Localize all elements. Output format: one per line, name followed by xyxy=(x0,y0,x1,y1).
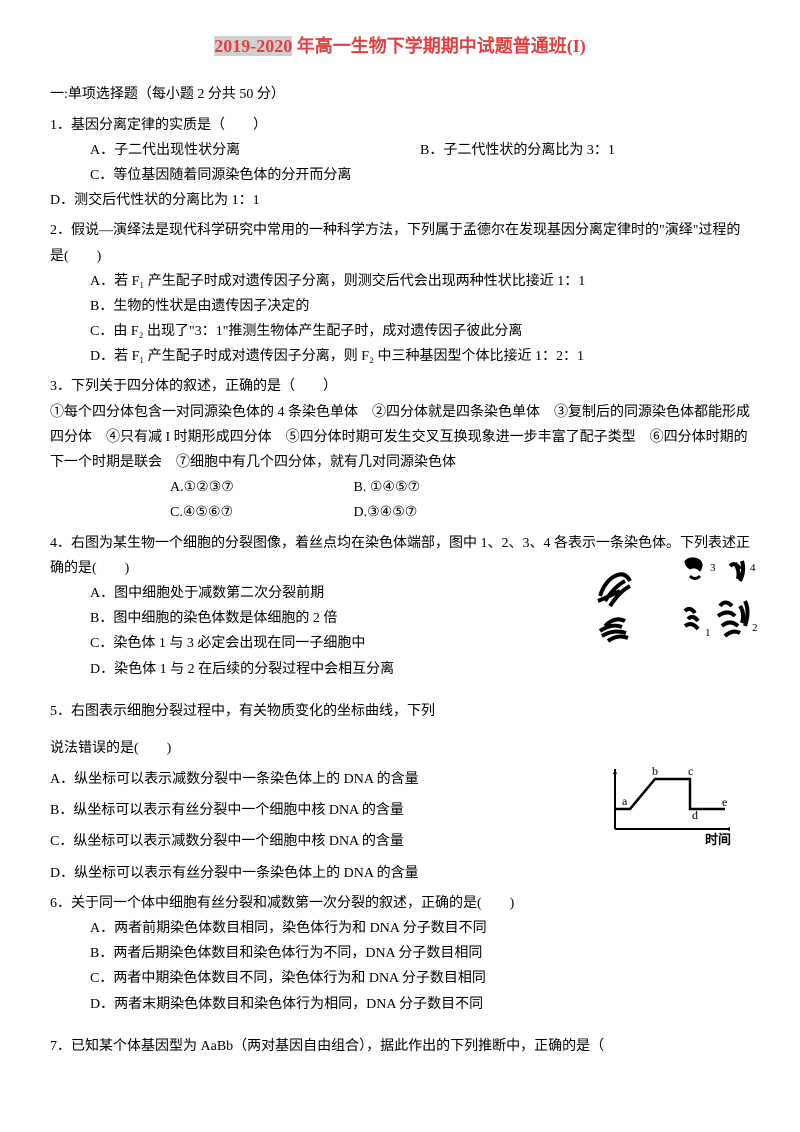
q7-stem: 7．已知某个体基因型为 AaBb（两对基因自由组合），据此作出的下列推断中，正确… xyxy=(50,1034,750,1059)
title-rest: 年高一生物下学期期中试题普通班(I) xyxy=(292,36,586,56)
q3-options: A.①②③⑦ B. ①④⑤⑦ C.④⑤⑥⑦ D.③④⑤⑦ xyxy=(50,475,750,525)
q5-opt-d: D．纵坐标可以表示有丝分裂中一条染色体上的 DNA 的含量 xyxy=(50,861,750,886)
question-7: 7．已知某个体基因型为 AaBb（两对基因自由组合），据此作出的下列推断中，正确… xyxy=(50,1034,750,1059)
q1-opt-b: B．子二代性状的分离比为 3：1 xyxy=(420,138,750,163)
q5-point-a: a xyxy=(622,794,628,808)
q6-options: A．两者前期染色体数目相同，染色体行为和 DNA 分子数目不同 B．两者后期染色… xyxy=(50,916,750,1017)
q4-label-3: 3 xyxy=(710,562,716,574)
q2-opt-b: B．生物的性状是由遗传因子决定的 xyxy=(90,294,750,319)
q2-opt-c: C．由 F₂ 出现了"3：1"推测生物体产生配子时，成对遗传因子彼此分离 xyxy=(90,319,750,344)
q1-opt-d: D．测交后代性状的分离比为 1：1 xyxy=(50,188,750,213)
q5-point-c: c xyxy=(688,764,693,778)
question-3: 3．下列关于四分体的叙述，正确的是（ ） ①每个四分体包含一对同源染色体的 4 … xyxy=(50,374,750,525)
q3-opt-c: C.④⑤⑥⑦ xyxy=(170,500,350,525)
q5-point-b: b xyxy=(652,764,658,778)
q3-opt-b: B. ①④⑤⑦ xyxy=(354,475,534,500)
q1-opt-a: A．子二代出现性状分离 xyxy=(90,138,420,163)
q1-stem: 1．基因分离定律的实质是（ ） xyxy=(50,113,750,138)
q1-opt-c: C．等位基因随着同源染色体的分开而分离 xyxy=(90,163,750,188)
q5-point-d: d xyxy=(692,808,698,822)
q5-xlabel: 时间 xyxy=(705,832,731,847)
q6-opt-a: A．两者前期染色体数目相同，染色体行为和 DNA 分子数目不同 xyxy=(90,916,750,941)
q4-label-4: 4 xyxy=(750,562,756,574)
question-4: 4．右图为某生物一个细胞的分裂图像，着丝点均在染色体端部，图中 1、2、3、4 … xyxy=(50,531,750,682)
q5-point-e: e xyxy=(722,795,727,809)
q6-stem: 6．关于同一个体中细胞有丝分裂和减数第一次分裂的叙述，正确的是( ) xyxy=(50,891,750,916)
q3-stem: 3．下列关于四分体的叙述，正确的是（ ） xyxy=(50,374,750,399)
q2-options: A．若 F₁ 产生配子时成对遗传因子分离，则测交后代会出现两种性状比接近 1：1… xyxy=(50,269,750,370)
q3-opt-d: D.③④⑤⑦ xyxy=(354,500,534,525)
title-year: 2019-2020 xyxy=(214,36,292,56)
q5-curve-figure: a b c d e 时间 xyxy=(600,759,740,849)
q3-opt-a: A.①②③⑦ xyxy=(170,475,350,500)
question-6: 6．关于同一个体中细胞有丝分裂和减数第一次分裂的叙述，正确的是( ) A．两者前… xyxy=(50,891,750,1017)
question-5: 5．右图表示细胞分裂过程中，有关物质变化的坐标曲线，下列 说法错误的是( ) A… xyxy=(50,699,750,886)
q6-opt-c: C．两者中期染色体数目不同，染色体行为和 DNA 分子数目相同 xyxy=(90,966,750,991)
q3-items: ①每个四分体包含一对同源染色体的 4 条染色单体 ②四分体就是四条染色单体 ③复… xyxy=(50,400,750,476)
question-2: 2．假说—演绎法是现代科学研究中常用的一种科学方法，下列属于孟德尔在发现基因分离… xyxy=(50,218,750,369)
q5-stem1: 5．右图表示细胞分裂过程中，有关物质变化的坐标曲线，下列 xyxy=(50,699,750,724)
q6-opt-b: B．两者后期染色体数目和染色体行为不同，DNA 分子数目相同 xyxy=(90,941,750,966)
q4-label-2: 2 xyxy=(752,622,758,634)
q5-stem2: 说法错误的是( ) xyxy=(50,736,750,761)
q6-opt-d: D．两者末期染色体数目和染色体行为相同，DNA 分子数目不同 xyxy=(90,992,750,1017)
q2-stem: 2．假说—演绎法是现代科学研究中常用的一种科学方法，下列属于孟德尔在发现基因分离… xyxy=(50,218,750,268)
q2-opt-d: D．若 F₁ 产生配子时成对遗传因子分离，则 F₂ 中三种基因型个体比接近 1：… xyxy=(90,344,750,369)
q4-chromosome-figure: 3 4 1 2 xyxy=(590,551,760,651)
q2-opt-a: A．若 F₁ 产生配子时成对遗传因子分离，则测交后代会出现两种性状比接近 1：1 xyxy=(90,269,750,294)
question-1: 1．基因分离定律的实质是（ ） A．子二代出现性状分离 B．子二代性状的分离比为… xyxy=(50,113,750,214)
q4-opt-d: D．染色体 1 与 2 在后续的分裂过程中会相互分离 xyxy=(90,657,750,682)
section-header: 一:单项选择题（每小题 2 分共 50 分） xyxy=(50,82,750,107)
page-title: 2019-2020 年高一生物下学期期中试题普通班(I) xyxy=(50,30,750,62)
q4-label-1: 1 xyxy=(705,627,711,639)
q1-options: A．子二代出现性状分离 B．子二代性状的分离比为 3：1 C．等位基因随着同源染… xyxy=(50,138,750,188)
